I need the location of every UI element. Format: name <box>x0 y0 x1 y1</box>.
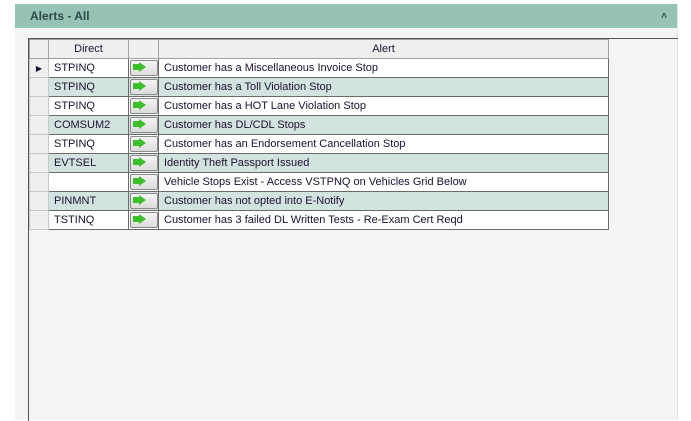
column-header-alert[interactable]: Alert <box>158 39 609 59</box>
table-row[interactable]: STPINQ Customer has a Toll Violation Sto… <box>29 77 609 97</box>
table-row[interactable]: STPINQ Customer has an Endorsement Cance… <box>29 134 609 154</box>
alerts-panel: Alerts - All ˄ Direct Alert ▶ STPINQ Cus… <box>15 4 678 421</box>
table-row[interactable]: STPINQ Customer has a HOT Lane Violation… <box>29 96 609 116</box>
row-selector[interactable] <box>29 172 49 192</box>
go-arrow-button[interactable] <box>130 193 158 209</box>
table-row[interactable]: Vehicle Stops Exist - Access VSTPNQ on V… <box>29 172 609 192</box>
direct-cell[interactable]: STPINQ <box>48 58 129 78</box>
alerts-grid: Direct Alert ▶ STPINQ Customer has a Mis… <box>28 38 678 421</box>
direct-cell[interactable]: STPINQ <box>48 134 129 154</box>
go-arrow-button[interactable] <box>130 117 158 133</box>
go-arrow-button[interactable] <box>130 136 158 152</box>
go-arrow-button[interactable] <box>130 155 158 171</box>
go-arrow-button[interactable] <box>130 60 158 76</box>
row-selector[interactable] <box>29 134 49 154</box>
direct-cell[interactable]: STPINQ <box>48 96 129 116</box>
alert-cell[interactable]: Customer has DL/CDL Stops <box>158 115 609 135</box>
direct-cell[interactable]: TSTINQ <box>48 210 129 230</box>
row-selector[interactable] <box>29 153 49 173</box>
alert-cell[interactable]: Customer has a HOT Lane Violation Stop <box>158 96 609 116</box>
alert-cell[interactable]: Customer has 3 failed DL Written Tests -… <box>158 210 609 230</box>
alert-cell[interactable]: Identity Theft Passport Issued <box>158 153 609 173</box>
row-selector[interactable] <box>29 96 49 116</box>
go-arrow-button[interactable] <box>130 174 158 190</box>
direct-cell[interactable]: STPINQ <box>48 77 129 97</box>
row-selector[interactable] <box>29 191 49 211</box>
alert-cell[interactable]: Customer has not opted into E-Notify <box>158 191 609 211</box>
column-header-direct[interactable]: Direct <box>48 39 129 59</box>
go-arrow-button[interactable] <box>130 212 158 228</box>
alert-cell[interactable]: Vehicle Stops Exist - Access VSTPNQ on V… <box>158 172 609 192</box>
direct-cell[interactable]: EVTSEL <box>48 153 129 173</box>
row-header-corner <box>29 39 49 59</box>
column-header-button[interactable] <box>128 39 159 59</box>
row-selector[interactable] <box>29 115 49 135</box>
alert-cell[interactable]: Customer has a Miscellaneous Invoice Sto… <box>158 58 609 78</box>
alert-cell[interactable]: Customer has an Endorsement Cancellation… <box>158 134 609 154</box>
direct-cell[interactable]: PINMNT <box>48 191 129 211</box>
table-row[interactable]: ▶ STPINQ Customer has a Miscellaneous In… <box>29 58 609 78</box>
table-row[interactable]: PINMNT Customer has not opted into E-Not… <box>29 191 609 211</box>
table-row[interactable]: EVTSEL Identity Theft Passport Issued <box>29 153 609 173</box>
current-row-icon: ▶ <box>35 63 43 73</box>
direct-cell[interactable] <box>48 172 129 192</box>
table-row[interactable]: TSTINQ Customer has 3 failed DL Written … <box>29 210 609 230</box>
go-arrow-button[interactable] <box>130 79 158 95</box>
panel-title: Alerts - All <box>30 9 90 23</box>
row-selector[interactable] <box>29 77 49 97</box>
row-selector[interactable]: ▶ <box>29 58 49 78</box>
row-selector[interactable] <box>29 210 49 230</box>
double-chevron-up-icon[interactable]: ˄ <box>661 10 667 22</box>
go-arrow-button[interactable] <box>130 98 158 114</box>
alert-cell[interactable]: Customer has a Toll Violation Stop <box>158 77 609 97</box>
direct-cell[interactable]: COMSUM2 <box>48 115 129 135</box>
table-row[interactable]: COMSUM2 Customer has DL/CDL Stops <box>29 115 609 135</box>
panel-header[interactable]: Alerts - All ˄ <box>15 4 677 28</box>
